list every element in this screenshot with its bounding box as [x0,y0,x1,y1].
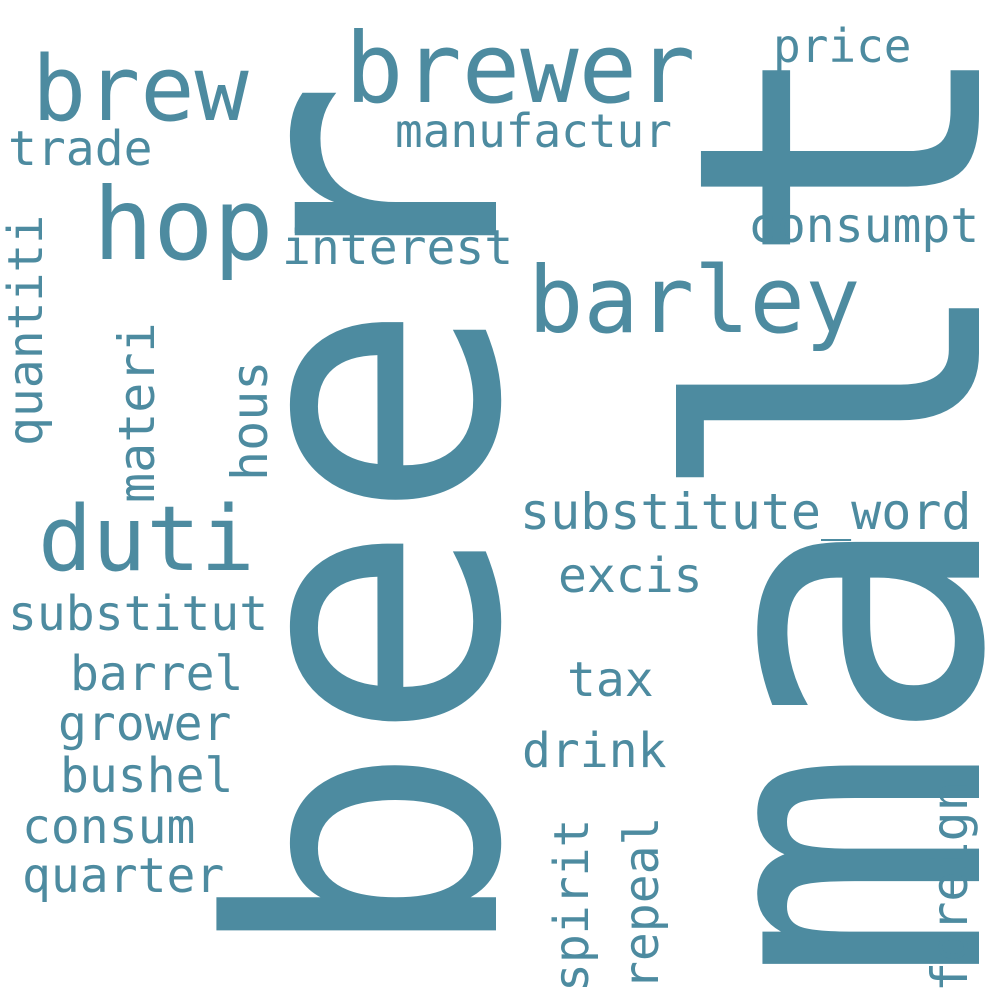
word-tax: tax [567,652,654,708]
word-barrel: barrel [70,646,244,702]
word-substitute_word: substitute_word [520,483,972,541]
word-repeal: repeal [614,816,670,990]
word-barley: barley [528,247,861,354]
word-hous: hous [221,360,279,481]
word-quarter: quarter [22,848,225,904]
word-grower: grower [58,696,232,752]
word-substitut: substitut [8,586,269,642]
word-materi: materi [108,322,166,503]
word-brewer: brewer [345,12,696,125]
word-consum: consum [22,799,196,855]
word-foreign: foreign [921,781,979,992]
word-drink: drink [522,723,667,779]
word-interest: interest [282,220,514,276]
word-bushel: bushel [60,748,234,804]
word-quantiti: quantiti [0,214,54,446]
word-trade: trade [8,121,153,177]
word-brew: brew [32,37,249,142]
word-manufactur: manufactur [395,104,672,158]
word-price: price [773,19,912,73]
word-duti: duti [38,487,255,592]
word-consumpt: consumpt [748,198,980,254]
word-excis: excis [558,548,703,604]
word-hop: hop [93,166,274,283]
word-spirit: spirit [544,818,600,992]
